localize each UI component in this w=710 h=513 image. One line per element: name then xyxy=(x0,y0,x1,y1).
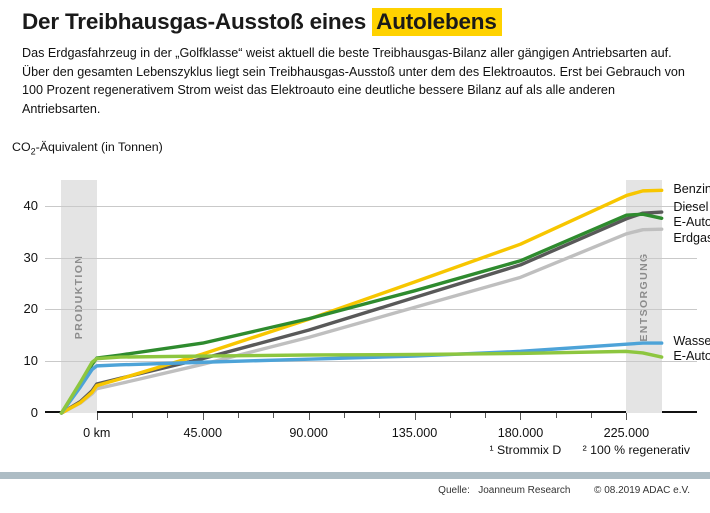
y-axis-tick-label: 10 xyxy=(23,353,38,369)
y-axis-tick-label: 40 xyxy=(23,197,38,213)
gridline-y-10 xyxy=(45,361,697,363)
source-value: Joanneum Research xyxy=(478,485,571,496)
series-line-erdgas-cng- xyxy=(59,227,664,415)
plot-area: PRODUKTION ENTSORGUNG 0 10 20 30 40 0 km 45.000 9… xyxy=(24,180,697,440)
x-axis-minor-tick xyxy=(449,413,451,418)
gridline-y-40 xyxy=(45,205,697,207)
page-title-highlight: Autolebens xyxy=(372,8,502,36)
series-line-wasserstoff-100-regenerativ xyxy=(59,341,664,415)
x-axis-tick xyxy=(520,413,522,420)
legend-item-e-auto-: E-Auto ¹ xyxy=(673,215,710,230)
legend-item-benzin: Benzin xyxy=(673,182,710,197)
series-line-benzin xyxy=(59,188,664,415)
source-label: Quelle: xyxy=(438,485,470,496)
copyright: © 08.2019 ADAC e.V. xyxy=(594,485,690,496)
gridline-y-30 xyxy=(45,257,697,259)
footnote-1: ¹ Strommix D xyxy=(489,443,562,457)
x-axis-tick-label: 0 km xyxy=(83,426,111,440)
footer-divider xyxy=(0,472,710,479)
x-axis-tick xyxy=(414,413,416,420)
series-lines xyxy=(59,188,664,415)
footnotes: ¹ Strommix D ² 100 % regenerativ xyxy=(472,443,690,457)
legend-item-erdgas-cng-: Erdgas (CNG) xyxy=(673,231,710,246)
y-axis-title-rest: -Äquivalent (in Tonnen) xyxy=(35,140,163,154)
x-axis-minor-tick xyxy=(132,413,134,418)
legend-item-diesel: Diesel xyxy=(673,199,709,214)
intro-paragraph: Das Erdgasfahrzeug in der „Golfklasse“ w… xyxy=(22,44,690,118)
footnote-2: ² 100 % regenerativ xyxy=(582,443,690,457)
x-axis-tick-label: 45.000 xyxy=(183,426,222,440)
series-line-e-auto-100-regenerativ xyxy=(59,349,664,415)
page-title: Der Treibhausgas-Ausstoß eines Autoleben… xyxy=(22,8,690,36)
source-line: Quelle: Joanneum Research © 08.2019 ADAC… xyxy=(438,485,690,496)
x-axis-minor-tick xyxy=(555,413,557,418)
legend-item-wasserstoff-: Wasserstoff ² xyxy=(673,334,710,349)
x-axis-tick xyxy=(626,413,628,420)
y-axis-tick-label: 0 xyxy=(30,405,38,421)
x-axis-minor-tick xyxy=(591,413,593,418)
x-axis-tick-label: 180.000 xyxy=(497,426,544,440)
x-axis-minor-tick xyxy=(485,413,487,418)
intro-text: Das Erdgasfahrzeug in der „Golfklasse“ w… xyxy=(22,46,685,116)
x-axis-tick-label: 135.000 xyxy=(391,426,438,440)
x-axis-tick xyxy=(308,413,310,420)
x-axis-tick-label: 90.000 xyxy=(289,426,328,440)
chart-area: PRODUKTION ENTSORGUNG 0 10 20 30 40 0 km 45.000 9… xyxy=(0,160,710,440)
legend-item-e-auto-: E-Auto ² xyxy=(673,348,710,363)
x-axis-minor-tick xyxy=(167,413,169,418)
x-axis-tick-label: 225.000 xyxy=(603,426,650,440)
y-axis-title: CO2-Äquivalent (in Tonnen) xyxy=(12,140,163,157)
y-axis-tick-label: 20 xyxy=(23,301,38,317)
x-axis-tick xyxy=(202,413,204,420)
x-axis-minor-tick xyxy=(379,413,381,418)
series-line-diesel xyxy=(59,210,664,415)
band-entsorgung: ENTSORGUNG xyxy=(626,180,662,413)
x-axis-tick xyxy=(96,413,98,420)
y-axis-tick-label: 30 xyxy=(23,249,38,265)
x-axis-minor-tick xyxy=(343,413,345,418)
x-axis-minor-tick xyxy=(273,413,275,418)
x-axis-minor-tick xyxy=(238,413,239,418)
x-axis-line xyxy=(45,411,697,413)
page-title-plain: Der Treibhausgas-Ausstoß eines xyxy=(22,9,373,34)
